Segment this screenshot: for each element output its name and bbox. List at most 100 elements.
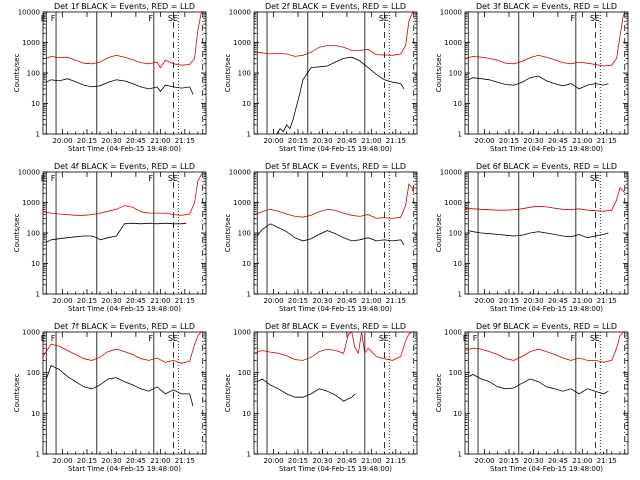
y-tick-label: 10	[242, 260, 251, 268]
y-tick-label: 10000	[440, 169, 462, 177]
y-tick-label: 1000	[233, 329, 251, 337]
y-tick-label: 1	[247, 131, 251, 139]
x-tick-label: 21:15	[386, 297, 406, 305]
detector-panel-5: Det 5f BLACK = Events, RED = LLD 1 10 100 10…	[224, 162, 418, 313]
events-series-line	[257, 378, 356, 402]
plot-frame	[253, 11, 418, 135]
panel-title: Det 9f BLACK = Events, RED = LLD	[476, 322, 617, 331]
panel-title: Det 3f BLACK = Events, RED = LLD	[476, 2, 617, 11]
x-tick-label: 20:15	[288, 297, 308, 305]
lld-series-line	[46, 12, 203, 69]
x-tick-label: 21:00	[150, 137, 170, 145]
y-tick-label: 10000	[18, 9, 40, 17]
x-tick-label: 21:00	[150, 297, 170, 305]
y-tick-label: 100	[27, 369, 40, 377]
y-tick-label: 1000	[444, 39, 462, 47]
y-tick-label: 100	[238, 70, 251, 78]
x-tick-label: 21:00	[572, 297, 592, 305]
x-tick-label: 20:00	[474, 457, 494, 465]
events-series-line	[45, 364, 194, 407]
x-axis-label: Start Time (04-Feb-15 19:48:00)	[490, 145, 603, 153]
x-tick-label: 21:15	[386, 137, 406, 145]
lld-series-line	[254, 183, 415, 219]
time-marker-label: E	[173, 174, 178, 183]
panel-title: Det 4f BLACK = Events, RED = LLD	[54, 162, 195, 171]
events-series-line	[256, 223, 405, 246]
y-axis-label: Counts/sec	[435, 54, 443, 93]
x-tick-label: 20:45	[548, 297, 568, 305]
x-tick-label: 20:45	[126, 457, 146, 465]
x-axis-label: Start Time (04-Feb-15 19:48:00)	[68, 305, 181, 313]
y-tick-label: 1	[247, 451, 251, 459]
plot-frame	[464, 331, 629, 455]
detector-panel-2: Det 2f BLACK = Events, RED = LLD 1 10 100 10…	[224, 2, 418, 153]
x-tick-label: 20:15	[288, 137, 308, 145]
x-tick-label: 20:15	[77, 457, 97, 465]
events-series-line	[46, 222, 187, 243]
time-marker-label: E	[384, 334, 389, 343]
x-tick-label: 20:45	[337, 137, 357, 145]
time-marker-label: E	[173, 14, 178, 23]
time-marker-label: S	[590, 174, 595, 183]
x-tick-label: 20:45	[126, 137, 146, 145]
x-tick-label: 20:00	[263, 457, 283, 465]
x-tick-label: 20:00	[52, 137, 72, 145]
x-tick-label: 20:30	[101, 137, 121, 145]
y-tick-label: 10	[242, 100, 251, 108]
panel-title: Det 8f BLACK = Events, RED = LLD	[265, 322, 406, 331]
y-tick-label: 1000	[233, 199, 251, 207]
y-tick-label: 1000	[22, 329, 40, 337]
x-tick-label: 20:30	[523, 457, 543, 465]
y-axis-label: Counts/sec	[13, 54, 21, 93]
x-tick-label: 20:45	[548, 137, 568, 145]
time-marker-label: S	[590, 334, 595, 343]
y-tick-label: 100	[449, 369, 462, 377]
lld-series-line	[254, 332, 414, 361]
plot-frame	[42, 11, 207, 135]
panel-title: Det 6f BLACK = Events, RED = LLD	[476, 162, 617, 171]
time-marker-label: S	[168, 14, 173, 23]
y-axis-label: Counts/sec	[224, 54, 232, 93]
x-tick-label: 20:30	[523, 297, 543, 305]
time-marker-label: E	[173, 334, 178, 343]
y-axis-label: Counts/sec	[224, 214, 232, 253]
y-axis-label: Counts/sec	[13, 214, 21, 253]
detector-panel-7: Det 7f BLACK = Events, RED = LLD 1 10 100 10…	[13, 322, 207, 473]
x-tick-label: 20:30	[101, 297, 121, 305]
time-marker-label: F	[571, 334, 576, 343]
time-marker-label: S	[379, 14, 384, 23]
time-marker-label: E	[41, 174, 46, 183]
panel-title: Det 2f BLACK = Events, RED = LLD	[265, 2, 406, 11]
detector-panel-8: Det 8f BLACK = Events, RED = LLD 1 10 100 10…	[224, 322, 418, 473]
y-tick-label: 10	[31, 260, 40, 268]
lld-series-line	[465, 332, 625, 363]
y-tick-label: 100	[27, 70, 40, 78]
x-tick-label: 21:00	[361, 457, 381, 465]
x-tick-label: 21:15	[597, 457, 617, 465]
x-tick-label: 20:00	[474, 137, 494, 145]
x-tick-label: 20:15	[77, 137, 97, 145]
x-axis-label: Start Time (04-Feb-15 19:48:00)	[279, 145, 392, 153]
x-tick-label: 20:30	[312, 297, 332, 305]
y-tick-label: 1	[36, 291, 40, 299]
x-tick-label: 20:30	[312, 457, 332, 465]
time-marker-label: F	[51, 14, 56, 23]
x-tick-label: 20:45	[337, 457, 357, 465]
y-tick-label: 10	[31, 410, 40, 418]
x-tick-label: 20:00	[263, 297, 283, 305]
x-tick-label: 21:15	[175, 457, 195, 465]
y-tick-label: 1	[247, 291, 251, 299]
time-marker-label: F	[149, 174, 154, 183]
time-marker-label: E	[384, 14, 389, 23]
events-series-line	[468, 230, 609, 239]
x-tick-label: 21:15	[386, 457, 406, 465]
y-tick-label: 1	[458, 131, 462, 139]
plot-frame	[253, 171, 418, 295]
x-tick-label: 20:00	[474, 297, 494, 305]
x-tick-label: 20:00	[52, 297, 72, 305]
y-tick-label: 1000	[233, 39, 251, 47]
time-marker-label: E	[595, 334, 600, 343]
x-tick-label: 21:15	[597, 137, 617, 145]
y-tick-label: 10000	[440, 9, 462, 17]
time-marker-label: F	[51, 174, 56, 183]
